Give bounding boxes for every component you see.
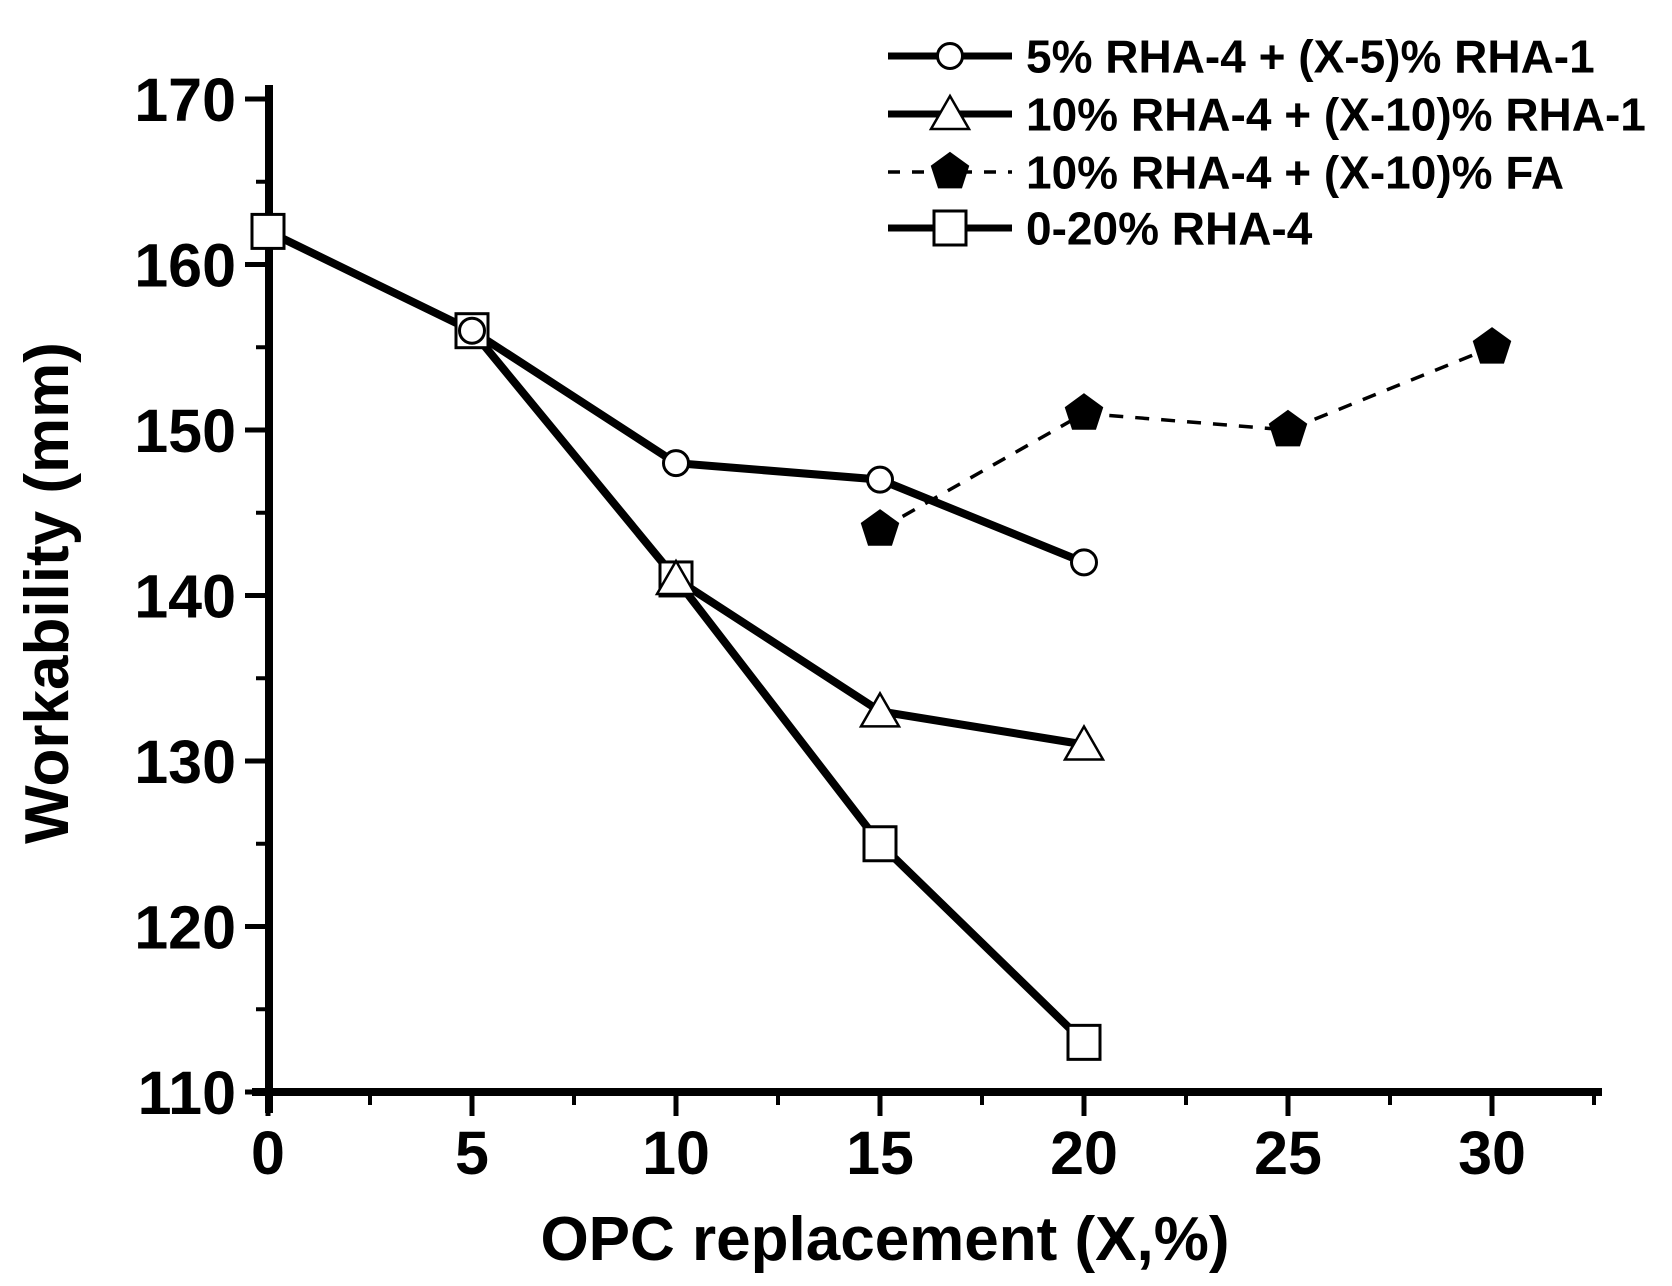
legend-item: 0-20% RHA-4 [888,203,1313,255]
x-tick-label: 20 [1050,1119,1118,1187]
circle-marker [866,465,894,494]
series-line [266,227,1087,1046]
tick-labels: 110 120 130 140 150 160 170 0 5 10 15 20 25 30 [134,66,1526,1187]
square-marker [1066,1023,1102,1061]
x-tick-label: 5 [455,1119,489,1187]
series-line [469,327,1086,567]
legend: 5% RHA-4 + (X-5)% RHA-1 10% RHA-4 + (X-10… [888,31,1646,255]
x-tick-label: 10 [642,1119,710,1187]
x-tick-label: 15 [846,1119,914,1187]
legend-label: 10% RHA-4 + (X-10)% RHA-1 [1026,89,1646,141]
legend-item: 10% RHA-4 + (X-10)% RHA-1 [888,89,1646,141]
triangle-marker [1062,723,1106,761]
pentagon-marker [1472,327,1512,364]
pentagon-marker [1064,393,1104,430]
legend-item: 5% RHA-4 + (X-5)% RHA-1 [888,31,1595,83]
series-markers [860,327,1512,546]
circle-marker [458,316,486,345]
triangle-marker [654,558,698,596]
series-markers [458,316,1098,577]
legend-item: 10% RHA-4 + (X-10)% FA [888,147,1564,199]
legend-label: 5% RHA-4 + (X-5)% RHA-1 [1026,31,1595,83]
pentagon-marker [860,509,900,546]
pentagon-marker [930,151,970,189]
series-line [879,345,1493,531]
y-tick-label: 140 [134,562,236,630]
pentagon-marker [1268,409,1308,447]
x-axis-title: OPC replacement (X,%) [540,1205,1229,1274]
y-tick-label: 130 [134,728,236,796]
square-marker [862,825,898,863]
triangle-marker [928,93,972,131]
circle-marker [662,449,690,478]
y-axis-title: Workability (mm) [13,342,82,844]
triangle-marker [858,690,902,728]
x-tick-label: 25 [1254,1119,1322,1187]
series-markers [654,558,1106,761]
legend-label: 0-20% RHA-4 [1026,203,1313,255]
legend-label: 10% RHA-4 + (X-10)% FA [1026,147,1564,199]
data-series [250,212,1512,1061]
circle-marker [1070,548,1098,577]
y-tick-label: 170 [134,66,236,134]
y-tick-label: 160 [134,231,236,299]
x-tick-label: 30 [1458,1119,1526,1187]
square-marker [932,209,968,247]
axes [245,85,1602,1116]
y-tick-label: 150 [134,397,236,465]
y-tick-label: 110 [138,1059,236,1127]
y-tick-label: 120 [134,893,236,961]
square-marker [250,212,286,250]
circle-marker [936,42,964,70]
x-tick-label: 0 [251,1119,285,1187]
